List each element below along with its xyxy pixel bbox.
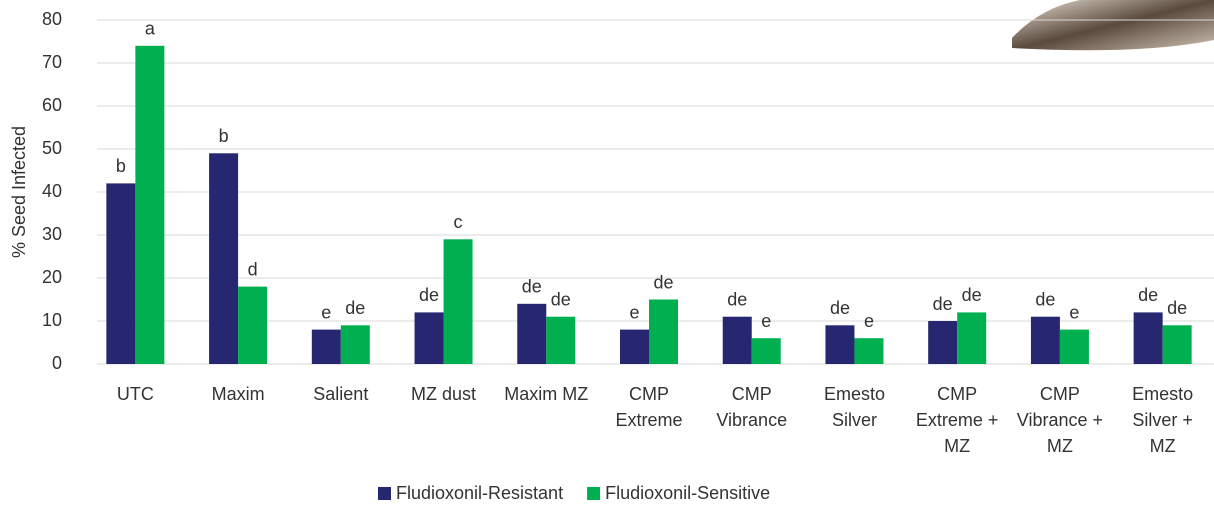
bar-letter: de <box>551 289 571 309</box>
x-tick-line: Extreme + <box>916 410 999 430</box>
x-tick-line: Silver <box>832 410 877 430</box>
x-tick-line: Emesto <box>824 384 885 404</box>
x-tick-label: Emesto Silver <box>824 384 885 430</box>
x-tick-line: CMP <box>732 384 772 404</box>
bar <box>517 304 546 364</box>
bar <box>825 325 854 364</box>
x-tick-line: Maxim <box>212 384 265 404</box>
bar-letter: de <box>962 285 982 305</box>
x-tick-line: Emesto <box>1132 384 1193 404</box>
bar-letter: de <box>830 298 850 318</box>
bar <box>957 312 986 364</box>
bar-letter: e <box>1069 302 1079 322</box>
y-tick-label: 60 <box>42 95 62 115</box>
bar-letter: de <box>522 277 542 297</box>
x-tick-line: Vibrance <box>716 410 787 430</box>
y-tick-label: 30 <box>42 224 62 244</box>
bar-letter: de <box>1167 298 1187 318</box>
bar <box>1163 325 1192 364</box>
x-tick-line: MZ <box>1150 436 1176 456</box>
legend-swatch <box>587 487 600 500</box>
bar-letter: de <box>1035 289 1055 309</box>
x-tick-label: CMP Extreme <box>615 384 682 430</box>
bar-letter: e <box>864 311 874 331</box>
x-tick-line: MZ dust <box>411 384 476 404</box>
bar-letter: de <box>419 285 439 305</box>
bar-letter: e <box>761 311 771 331</box>
bar <box>444 239 473 364</box>
y-tick-label: 0 <box>52 353 62 373</box>
x-tick-line: Maxim MZ <box>504 384 588 404</box>
bar-letter: b <box>219 126 229 146</box>
bar <box>1134 312 1163 364</box>
bar <box>649 300 678 365</box>
x-tick-line: CMP <box>937 384 977 404</box>
x-tick-label: CMP Extreme + MZ <box>916 384 999 456</box>
bar-letter: de <box>345 298 365 318</box>
x-tick-line: UTC <box>117 384 154 404</box>
x-tick-label: MZ dust <box>411 384 476 404</box>
bar <box>928 321 957 364</box>
x-tick-line: MZ <box>1047 436 1073 456</box>
bar <box>106 183 135 364</box>
y-tick-label: 20 <box>42 267 62 287</box>
bar <box>312 330 341 364</box>
bar-letter: e <box>629 302 639 322</box>
bar-letter: d <box>248 259 258 279</box>
bar-letter: b <box>116 156 126 176</box>
legend-swatch <box>378 487 391 500</box>
chart: % Seed Infected 0 10 20 30 40 50 60 70 80 UTC b a Ma… <box>0 0 1214 506</box>
y-tick-label: 80 <box>42 9 62 29</box>
x-tick-line: CMP <box>629 384 669 404</box>
x-tick-line: Extreme <box>615 410 682 430</box>
bar <box>752 338 781 364</box>
x-tick-line: Salient <box>313 384 368 404</box>
photo-decoration <box>1012 0 1214 50</box>
legend-label: Fludioxonil-Sensitive <box>605 483 770 503</box>
y-tick-label: 70 <box>42 52 62 72</box>
bar <box>238 287 267 364</box>
bar-letter: de <box>933 294 953 314</box>
bar-letter: de <box>727 289 747 309</box>
bar <box>209 153 238 364</box>
x-tick-label: Maxim MZ <box>504 384 588 404</box>
bar <box>723 317 752 364</box>
x-tick-label: CMP Vibrance <box>716 384 787 430</box>
x-tick-label: Salient <box>313 384 368 404</box>
y-tick-label: 40 <box>42 181 62 201</box>
x-tick-label: Maxim <box>212 384 265 404</box>
bar-letter: de <box>653 272 673 292</box>
bar-letter: c <box>454 212 463 232</box>
bar <box>135 46 164 364</box>
x-tick-line: Silver + <box>1132 410 1193 430</box>
y-tick-label: 10 <box>42 310 62 330</box>
bar <box>546 317 575 364</box>
bar <box>341 325 370 364</box>
bar <box>854 338 883 364</box>
x-tick-line: CMP <box>1040 384 1080 404</box>
bar-letter: de <box>1138 285 1158 305</box>
bar-letter: e <box>321 302 331 322</box>
x-tick-label: Emesto Silver + MZ <box>1132 384 1193 456</box>
x-tick-label: UTC <box>117 384 154 404</box>
bar <box>1060 330 1089 364</box>
x-tick-line: MZ <box>944 436 970 456</box>
legend-label: Fludioxonil-Resistant <box>396 483 563 503</box>
bar <box>415 312 444 364</box>
x-tick-line: Vibrance + <box>1017 410 1103 430</box>
bar-letter: a <box>145 19 156 39</box>
bar <box>1031 317 1060 364</box>
y-axis-label: % Seed Infected <box>9 126 29 258</box>
y-tick-label: 50 <box>42 138 62 158</box>
x-tick-label: CMP Vibrance + MZ <box>1017 384 1103 456</box>
bar <box>620 330 649 364</box>
